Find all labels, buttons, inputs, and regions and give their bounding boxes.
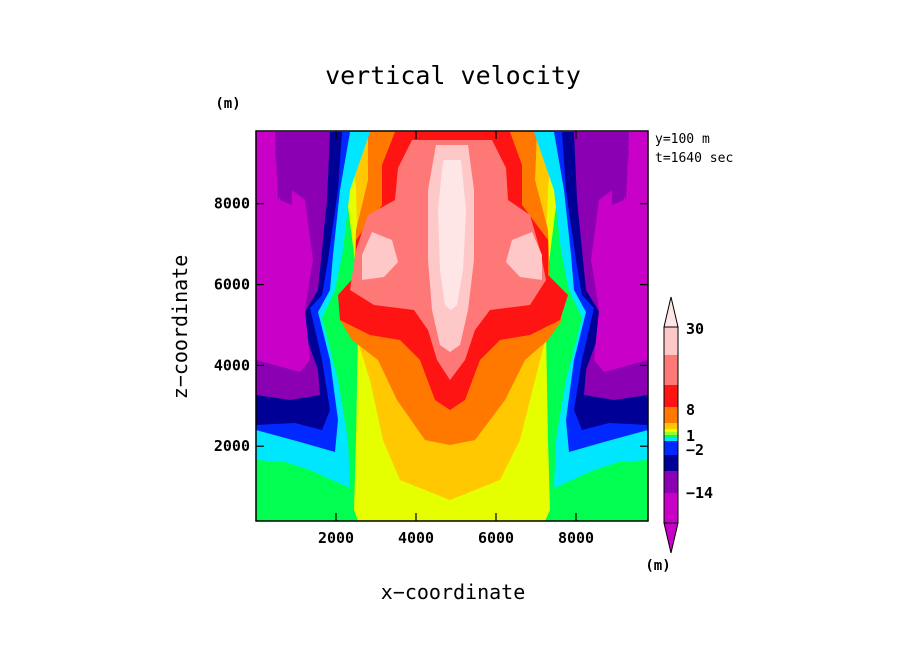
y-axis-label: z−coordinate (168, 255, 192, 400)
colorbar-segment (664, 441, 678, 455)
x-tick-label: 6000 (478, 529, 514, 547)
x-axis-label: x−coordinate (381, 580, 526, 604)
colorbar-frame (663, 326, 679, 524)
colorbar-segment (664, 438, 678, 441)
colorbar-segment (664, 432, 678, 435)
chart-title: vertical velocity (325, 61, 581, 90)
x-tick-label: 8000 (558, 529, 594, 547)
x-tick-label: 2000 (318, 529, 354, 547)
colorbar-label: −14 (686, 484, 713, 502)
colorbar-top-arrow (663, 296, 679, 328)
colorbar: 30 8 1−2 −14 (663, 296, 713, 554)
band-magenta-left (256, 132, 313, 372)
y-tick-label: 2000 (214, 437, 250, 455)
colorbar-segment (664, 455, 678, 471)
y-tick-label: 4000 (214, 356, 250, 374)
colorbar-segment (664, 355, 678, 385)
colorbar-segment (664, 423, 678, 429)
band-purple-right-inner (612, 150, 629, 205)
x-tick-label: 4000 (398, 529, 434, 547)
x-unit-label: (m) (645, 558, 670, 574)
colorbar-label: −2 (686, 441, 704, 459)
colorbar-segment (664, 471, 678, 493)
colorbar-label: 8 (686, 401, 695, 419)
x-axis-ticks: 2000 4000 6000 8000 (318, 131, 594, 547)
contour-field (256, 131, 648, 521)
colorbar-bottom-arrow (663, 522, 679, 554)
colorbar-segment (664, 429, 678, 432)
colorbar-segment (664, 385, 678, 407)
colorbar-segment (664, 493, 678, 523)
colorbar-label: 30 (686, 320, 704, 338)
y-tick-label: 8000 (214, 195, 250, 213)
plot-frame (255, 130, 649, 522)
band-purple-left-inner (275, 150, 292, 205)
colorbar-segment (664, 407, 678, 423)
band-magenta-right (591, 132, 648, 372)
annotation-t: t=1640 sec (655, 151, 733, 166)
y-axis-ticks: 2000 4000 6000 8000 (214, 195, 648, 455)
y-unit-label: (m) (215, 96, 240, 112)
colorbar-label: 1 (686, 427, 695, 445)
band-pink-right (506, 232, 542, 280)
colorbar-segment (664, 435, 678, 438)
band-pink-left (362, 232, 398, 280)
annotation-y: y=100 m (655, 132, 710, 147)
colorbar-segment (664, 327, 678, 355)
y-tick-label: 6000 (214, 276, 250, 294)
band-white-core (438, 160, 466, 310)
